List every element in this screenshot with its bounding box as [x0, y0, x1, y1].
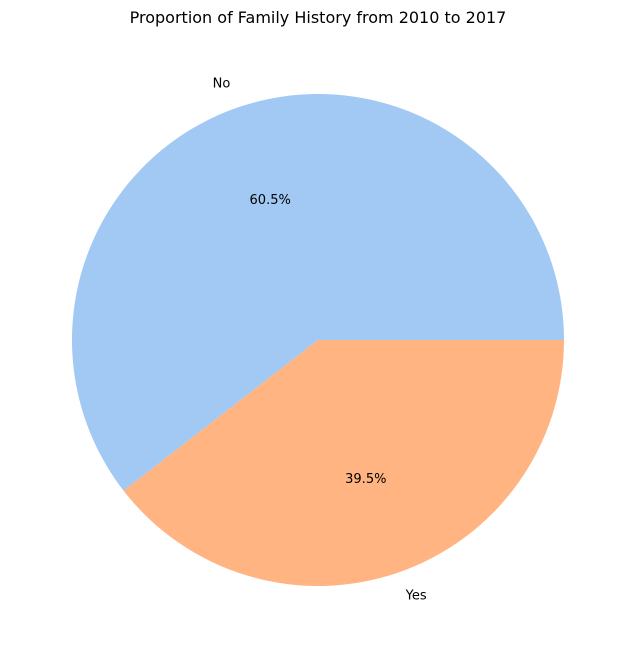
slice-label-yes: Yes: [405, 589, 427, 604]
chart-title: Proportion of Family History from 2010 t…: [130, 8, 507, 27]
pie-slices: [71, 94, 565, 586]
percent-label-yes: 39.5%: [345, 472, 386, 487]
pie-slice-yes: [123, 340, 565, 586]
slice-label-no: No: [213, 76, 231, 91]
percent-label-no: 60.5%: [250, 193, 291, 208]
pie-slice-no: [71, 94, 564, 491]
pie-labels: No 60.5% Yes 39.5%: [213, 76, 427, 603]
